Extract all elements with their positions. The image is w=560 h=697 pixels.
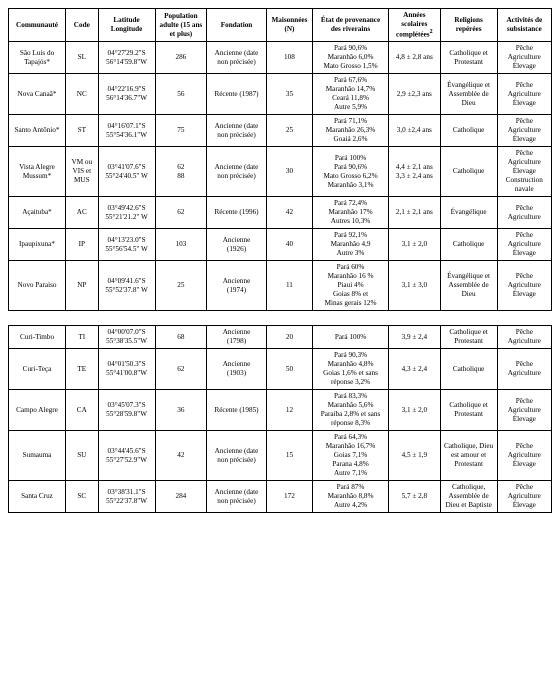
h-religions: Religions repérées xyxy=(440,9,497,42)
h-provenance: État de provenance des riverains xyxy=(313,9,389,42)
communities-table-1: Communauté Code Latitude Longitude Popul… xyxy=(8,8,552,311)
h-communaute: Communauté xyxy=(9,9,66,42)
table-row: Nova Canaã*NC04°22'16.9"S56°14'36.7"W56R… xyxy=(9,74,552,115)
table-row: Campo AlegreCA03°45'07.3"S55°28'59.8"W36… xyxy=(9,390,552,431)
table-row: Açaituba*AC03°49'42.6"S55°21'21.2" W62Ré… xyxy=(9,197,552,229)
h-latlon: Latitude Longitude xyxy=(98,9,155,42)
h-pop: Population adulte (15 ans et plus) xyxy=(155,9,207,42)
h-fondation: Fondation xyxy=(207,9,267,42)
table-row: Vista Alegre Mussum*VM ou VIS et MUS03°4… xyxy=(9,147,552,197)
table-row: Santo Antônio*ST04°16'07.1"S55°54'36.1"W… xyxy=(9,115,552,147)
header-row: Communauté Code Latitude Longitude Popul… xyxy=(9,9,552,42)
h-activites: Activités de subsistance xyxy=(497,9,551,42)
table-row: Ipaupixuna*IP04°13'23.0"S55°56'54.5" W10… xyxy=(9,229,552,261)
table-row: Santa CruzSC03°38'31.1"S55°22'37.8"W284A… xyxy=(9,481,552,513)
table-row: SumaumaSU03°44'45.6"S55°27'52.9"W42Ancie… xyxy=(9,431,552,481)
communities-table-2: Curi-TimboTI04°00'07.0"S55°38'35.5"W68An… xyxy=(8,325,552,513)
table-row: Curi-TimboTI04°00'07.0"S55°38'35.5"W68An… xyxy=(9,326,552,349)
table-row: Novo ParaisoNP04°09'41.6"S55°52'37.8" W2… xyxy=(9,261,552,311)
h-code: Code xyxy=(66,9,99,42)
h-annees: Années scolaires complétées2 xyxy=(389,9,441,42)
h-maisonnees: Maisonnées (N) xyxy=(266,9,312,42)
table-row: São Luis do Tapajós*SL04°27'29.2"S56°14'… xyxy=(9,42,552,74)
table-row: Curi-TeçaTE04°01'50.3"S55°41'00.8"W62Anc… xyxy=(9,349,552,390)
